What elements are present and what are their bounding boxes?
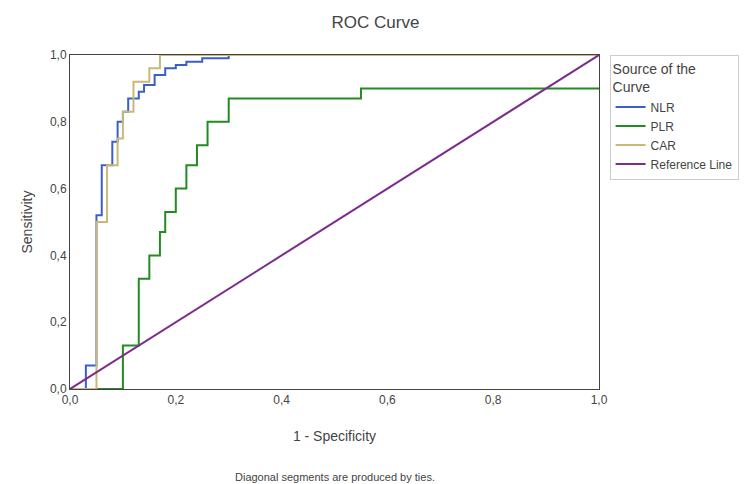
svg-text:Source of theCurve: Source of theCurve — [613, 61, 696, 95]
svg-text:0,8: 0,8 — [50, 115, 67, 129]
svg-text:NLR: NLR — [651, 101, 675, 115]
svg-text:0,0: 0,0 — [50, 382, 67, 396]
svg-text:Diagonal segments are produced: Diagonal segments are produced by ties. — [235, 471, 435, 483]
svg-text:ROC Curve: ROC Curve — [332, 13, 420, 32]
svg-text:0,6: 0,6 — [379, 393, 396, 407]
svg-text:Reference Line: Reference Line — [651, 158, 733, 172]
svg-text:0,8: 0,8 — [485, 393, 502, 407]
svg-text:PLR: PLR — [651, 120, 675, 134]
svg-text:1 - Specificity: 1 - Specificity — [293, 428, 376, 444]
svg-text:0,6: 0,6 — [50, 182, 67, 196]
svg-text:1,0: 1,0 — [50, 48, 67, 62]
svg-text:0,2: 0,2 — [50, 315, 67, 329]
svg-text:1,0: 1,0 — [591, 393, 608, 407]
svg-text:0,2: 0,2 — [167, 393, 184, 407]
svg-text:Sensitivity: Sensitivity — [19, 190, 35, 253]
svg-text:0,4: 0,4 — [50, 249, 67, 263]
svg-text:CAR: CAR — [651, 139, 677, 153]
svg-text:0,0: 0,0 — [62, 393, 79, 407]
svg-text:0,4: 0,4 — [273, 393, 290, 407]
